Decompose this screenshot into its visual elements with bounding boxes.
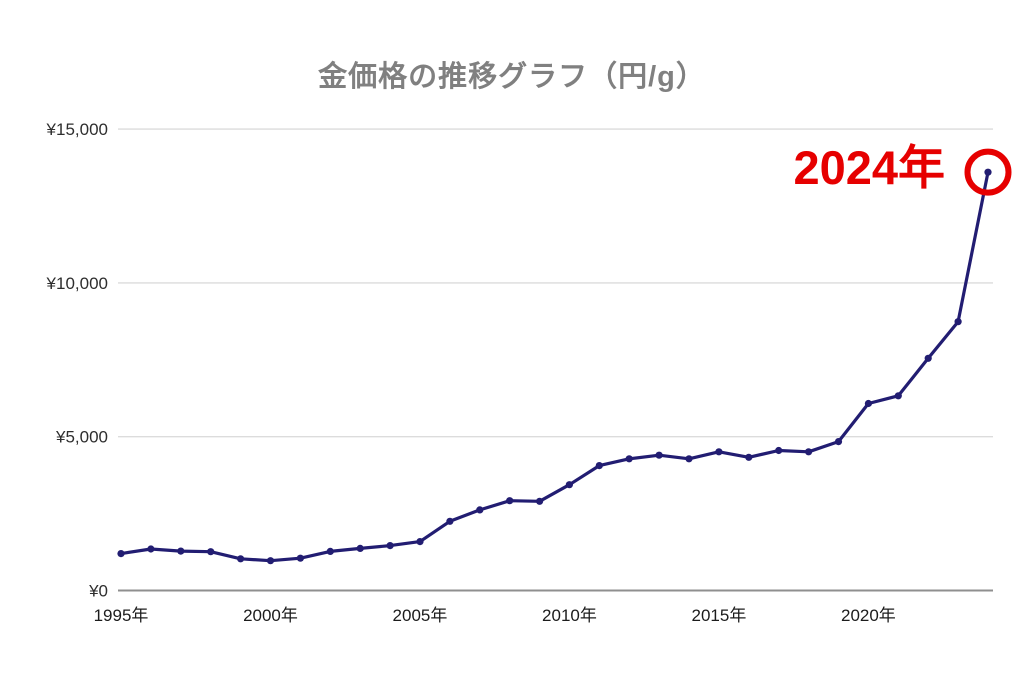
data-point-marker xyxy=(506,497,514,505)
annotation-2024-label: 2024年 xyxy=(793,141,945,194)
data-point-marker xyxy=(805,448,813,456)
data-point-marker xyxy=(954,318,962,326)
data-point-marker xyxy=(565,481,574,489)
data-point-marker xyxy=(685,455,693,463)
data-point-marker xyxy=(446,517,454,525)
data-point-marker xyxy=(625,455,633,463)
x-axis-tick-label: 2015年 xyxy=(692,606,747,625)
y-axis-tick-labels: ¥0 ¥5,000 ¥10,000 ¥15,000 xyxy=(46,120,108,600)
data-point-marker xyxy=(834,438,843,446)
chart-title: 金価格の推移グラフ（円/g） xyxy=(317,59,706,93)
data-point-marker xyxy=(177,547,185,555)
data-point-marker xyxy=(984,168,992,176)
data-point-marker xyxy=(775,446,783,455)
data-point-marker xyxy=(117,550,125,558)
y-axis-tick-label: ¥15,000 xyxy=(46,120,108,139)
x-axis-tick-labels: 1995年 2000年 2005年 2010年 2015年 2020年 xyxy=(94,606,896,625)
data-point-marker xyxy=(386,542,394,550)
annotation-2024-circle xyxy=(964,148,1012,196)
data-point-marker xyxy=(864,399,873,408)
data-point-marker xyxy=(715,448,723,456)
x-axis-tick-label: 2005年 xyxy=(393,606,448,625)
data-point-marker xyxy=(894,392,902,400)
data-point-marker xyxy=(207,548,215,556)
x-axis-tick-label: 2010年 xyxy=(542,606,597,625)
data-point-marker xyxy=(595,462,603,470)
x-axis-tick-label: 2000年 xyxy=(243,606,298,625)
data-point-marker xyxy=(476,506,484,514)
data-point-marker xyxy=(266,557,275,565)
y-axis-tick-label: ¥5,000 xyxy=(55,428,108,447)
data-point-marker xyxy=(416,538,424,546)
data-point-marker xyxy=(147,545,155,553)
data-point-marker xyxy=(536,497,544,505)
data-point-marker xyxy=(296,554,304,562)
x-axis-tick-label: 2020年 xyxy=(841,606,896,625)
data-point-marker xyxy=(745,453,753,461)
annotation-2024: 2024年 xyxy=(793,141,1012,196)
gold-price-polyline xyxy=(119,170,990,563)
series-gold-price-line xyxy=(117,168,992,565)
data-point-marker xyxy=(924,354,932,362)
data-point-marker xyxy=(655,451,663,459)
y-axis-tick-label: ¥10,000 xyxy=(46,274,108,293)
data-point-marker xyxy=(326,547,334,556)
data-point-marker xyxy=(356,544,364,553)
data-point-marker xyxy=(237,555,245,563)
y-axis-tick-label: ¥0 xyxy=(88,582,108,601)
gridlines xyxy=(118,128,993,592)
x-axis-tick-label: 1995年 xyxy=(94,606,149,625)
